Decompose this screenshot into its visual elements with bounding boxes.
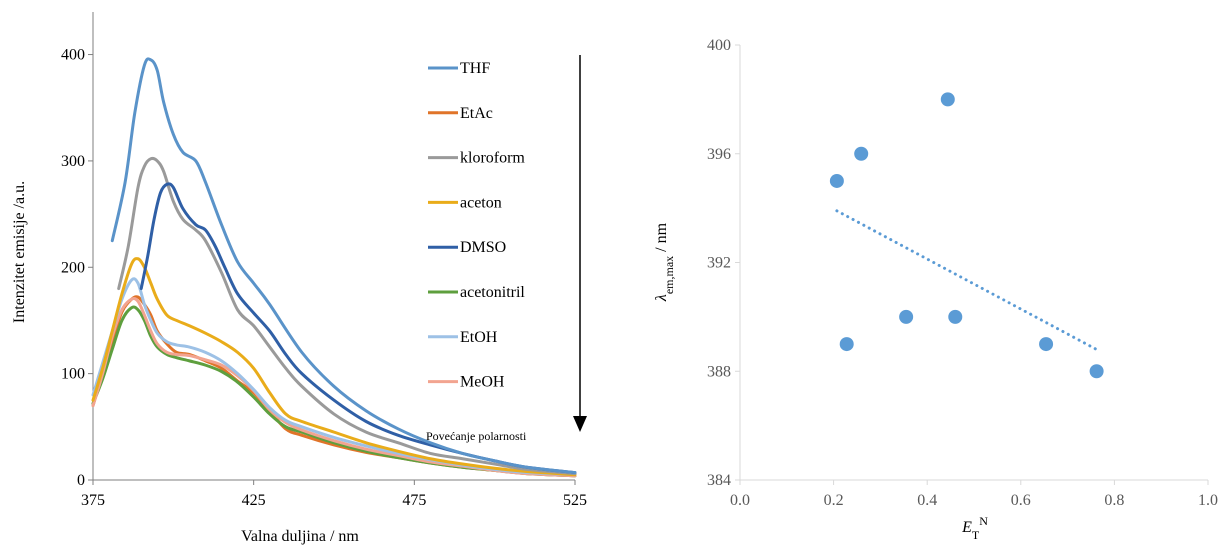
right-y-tick-label: 400	[707, 37, 731, 54]
legend-label-kloroform: kloroform	[460, 150, 525, 167]
right-y-tick-labels: 384 388 392 396 400	[707, 37, 740, 489]
left-x-tick-labels: 375 425 475 525	[81, 480, 587, 509]
right-y-tick-label: 384	[707, 472, 731, 489]
legend: THF EtAc kloroform aceton DMSO acetonitril EtO…	[428, 60, 525, 391]
scatter-point	[1039, 337, 1054, 352]
left-y-tick-label: 100	[61, 366, 85, 383]
series-line-acetonitril	[91, 305, 577, 478]
left-y-tick-label: 300	[61, 153, 85, 170]
left-x-axis-title: Valna duljina / nm	[241, 528, 359, 545]
right-y-tick-label: 392	[707, 255, 731, 272]
legend-label-meoh: MeOH	[460, 374, 505, 391]
legend-label-dmso: DMSO	[460, 239, 506, 256]
scatter-point	[1089, 364, 1104, 379]
emission-spectra-chart: 0 100 200 300 400 375 425 475 525 THF EtAc klorof…	[11, 12, 587, 545]
left-x-tick-label: 525	[563, 492, 587, 509]
right-x-axis-title-sub: T	[972, 528, 980, 542]
scatter-point	[829, 173, 844, 188]
right-y-tick-label: 388	[707, 363, 731, 380]
right-y-axis-title-sub: em,max	[662, 256, 676, 294]
right-x-tick-label: 1.0	[1198, 492, 1218, 509]
right-x-tick-label: 0.2	[824, 492, 844, 509]
legend-label-aceton: aceton	[460, 194, 502, 211]
legend-label-etoh: EtOH	[460, 329, 498, 346]
right-x-axis-title-main: E	[961, 519, 972, 536]
right-x-tick-label: 0.8	[1104, 492, 1124, 509]
legend-label-etac: EtAc	[460, 105, 493, 122]
left-x-tick-label: 425	[242, 492, 266, 509]
right-x-tick-label: 0.0	[730, 492, 750, 509]
trendline	[835, 209, 1099, 351]
series-line-meoh	[91, 297, 577, 478]
legend-label-acetonitril: acetonitril	[460, 284, 525, 301]
emission-series	[91, 57, 577, 478]
scatter-point	[839, 337, 854, 352]
right-y-axis-title: λem,max / nm	[653, 222, 676, 302]
scatter-point	[948, 309, 963, 324]
right-y-tick-label: 396	[707, 146, 731, 163]
series-line-aceton	[91, 257, 577, 477]
series-line-dmso	[139, 182, 577, 475]
left-x-tick-label: 375	[81, 492, 105, 509]
arrow-head	[573, 416, 587, 432]
legend-label-thf: THF	[460, 60, 490, 77]
right-x-tick-label: 0.4	[917, 492, 937, 509]
right-x-axis-title-sup: N	[979, 514, 988, 528]
left-x-tick-label: 475	[402, 492, 426, 509]
scatter-point	[899, 309, 914, 324]
left-y-axis-title: Intenzitet emisije /a.u.	[11, 181, 28, 323]
right-x-tick-labels: 0.0 0.2 0.4 0.6 0.8 1.0	[730, 480, 1218, 509]
series-line-kloroform	[117, 156, 577, 476]
right-y-axis-title-main: λ	[653, 294, 670, 302]
scatter-point	[854, 146, 869, 161]
solvatochromism-scatter-chart: 384 388 392 396 400 0.0 0.2 0.4 0.6 0.8 1.0 ETN λ…	[653, 37, 1218, 542]
scatter-points	[829, 92, 1104, 379]
trendline-dotted	[835, 209, 1099, 351]
left-y-tick-labels: 0 100 200 300 400	[61, 47, 93, 489]
right-x-tick-label: 0.6	[1011, 492, 1031, 509]
scatter-point	[940, 92, 955, 107]
series-line-thf	[110, 57, 577, 475]
left-y-tick-label: 200	[61, 259, 85, 276]
polarity-arrow	[573, 55, 587, 432]
right-x-axis-title: ETN	[961, 514, 988, 542]
left-y-tick-label: 0	[77, 472, 85, 489]
polarity-annotation: Povećanje polarnosti	[426, 429, 527, 443]
left-y-tick-label: 400	[61, 47, 85, 64]
right-y-axis-title-rest: / nm	[653, 222, 670, 255]
